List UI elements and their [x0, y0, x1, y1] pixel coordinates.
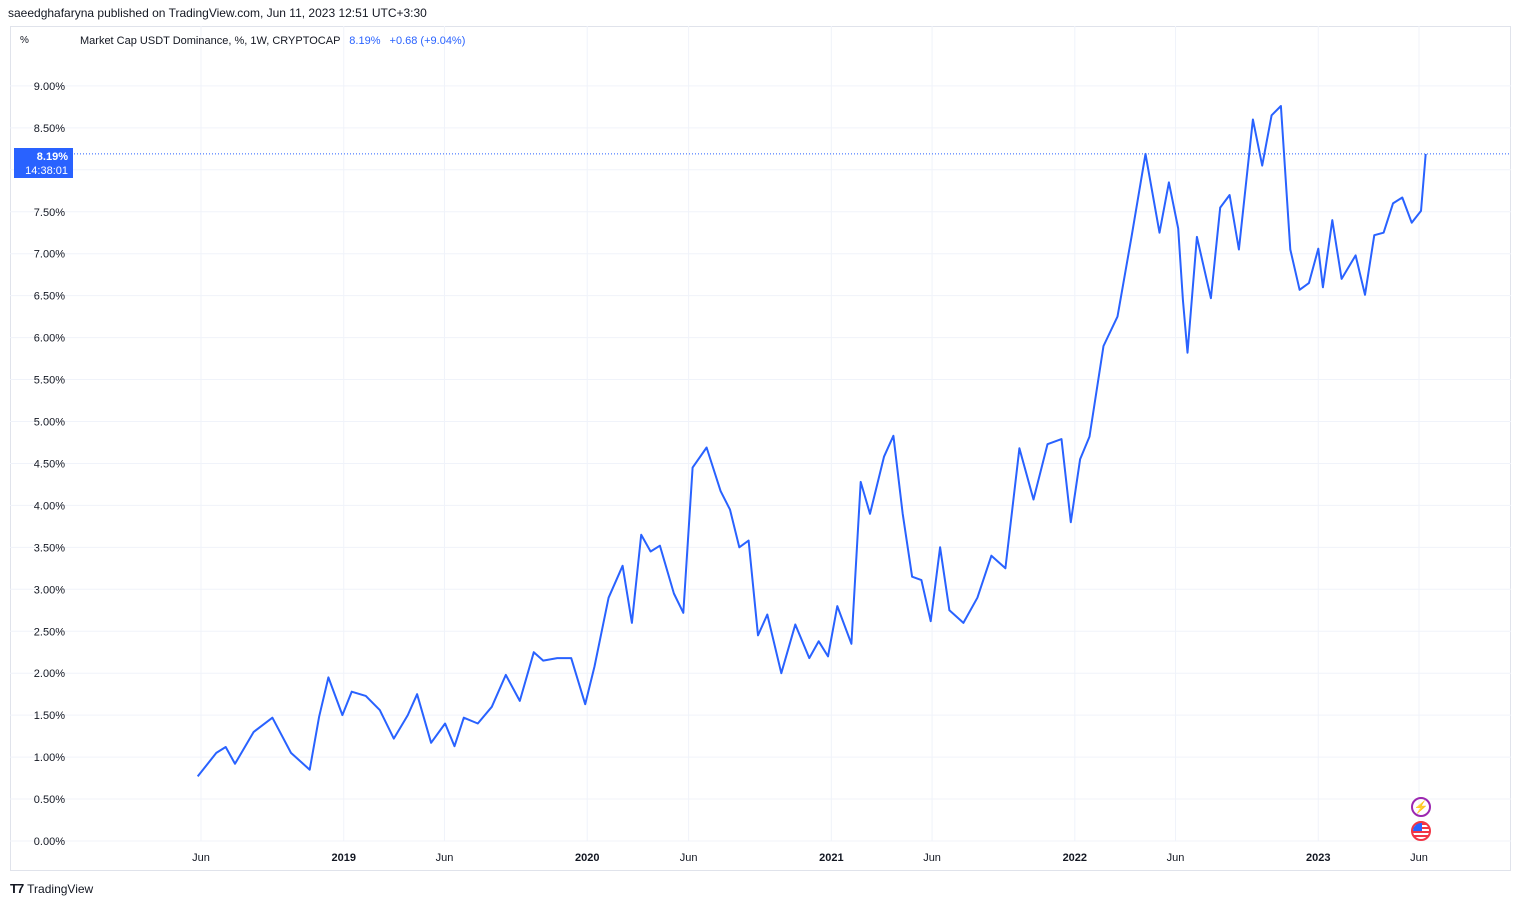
legend-title: Market Cap USDT Dominance, %, 1W, CRYPTO…	[80, 35, 341, 47]
x-tick-label: 2020	[575, 852, 599, 864]
y-tick-label: 4.00%	[34, 500, 65, 512]
y-tick-label: 8.50%	[34, 123, 65, 135]
x-tick-label: 2023	[1306, 852, 1330, 864]
y-tick-label: 2.00%	[34, 668, 65, 680]
x-tick-label: Jun	[680, 852, 698, 864]
tv-logo-icon: T7	[10, 881, 24, 896]
flash-icon[interactable]: ⚡	[1411, 797, 1431, 817]
series-line	[196, 105, 1427, 778]
legend-change: +0.68 (+9.04%)	[389, 35, 466, 47]
y-tick-label: 2.50%	[34, 626, 65, 638]
x-tick-label: Jun	[436, 852, 454, 864]
chart-frame	[10, 26, 1511, 871]
x-tick-label: Jun	[1167, 852, 1185, 864]
y-tick-label: 0.50%	[34, 794, 65, 806]
price-scale-unit: %	[20, 35, 29, 46]
y-tick-label: 5.00%	[34, 417, 65, 429]
grid-lines	[10, 26, 1511, 842]
y-tick-label: 7.00%	[34, 249, 65, 261]
y-tick-label: 9.00%	[34, 81, 65, 93]
us-flag-icon[interactable]	[1411, 821, 1431, 841]
y-tick-label: 0.00%	[34, 836, 65, 848]
chart-legend[interactable]: Market Cap USDT Dominance, %, 1W, CRYPTO…	[80, 35, 465, 47]
x-tick-label: Jun	[192, 852, 210, 864]
published-caption: saeedghafaryna published on TradingView.…	[8, 6, 427, 20]
y-tick-label: 6.00%	[34, 333, 65, 345]
price-scale: 9.00%8.50%8.00%7.50%7.00%6.50%6.00%5.50%…	[34, 81, 65, 848]
y-tick-label: 4.50%	[34, 458, 65, 470]
line-chart[interactable]: 9.00%8.50%8.00%7.50%7.00%6.50%6.00%5.50%…	[10, 26, 1511, 871]
last-price-value: 8.19%	[36, 151, 68, 163]
legend-last-value: 8.19%	[349, 35, 381, 47]
y-tick-label: 3.50%	[34, 542, 65, 554]
y-tick-label: 1.00%	[34, 752, 65, 764]
series-line-path	[196, 105, 1427, 778]
x-tick-label: 2021	[819, 852, 843, 864]
tradingview-logo[interactable]: T7 TradingView	[10, 881, 93, 896]
y-tick-label: 6.50%	[34, 291, 65, 303]
x-tick-label: Jun	[1410, 852, 1428, 864]
x-tick-label: Jun	[923, 852, 941, 864]
time-scale: Jun 2019 Jun 2020 Jun 2021 Jun 2022 Jun 2023 Jun	[192, 852, 1428, 864]
y-tick-label: 5.50%	[34, 375, 65, 387]
tradingview-brand: TradingView	[27, 881, 94, 896]
last-price-badge: 8.19% 14:38:01	[14, 148, 73, 178]
x-tick-label: 2022	[1063, 852, 1087, 864]
y-tick-label: 1.50%	[34, 710, 65, 722]
y-tick-label: 7.50%	[34, 207, 65, 219]
y-tick-label: 3.00%	[34, 584, 65, 596]
bar-countdown: 14:38:01	[25, 165, 68, 177]
x-tick-label: 2019	[332, 852, 356, 864]
